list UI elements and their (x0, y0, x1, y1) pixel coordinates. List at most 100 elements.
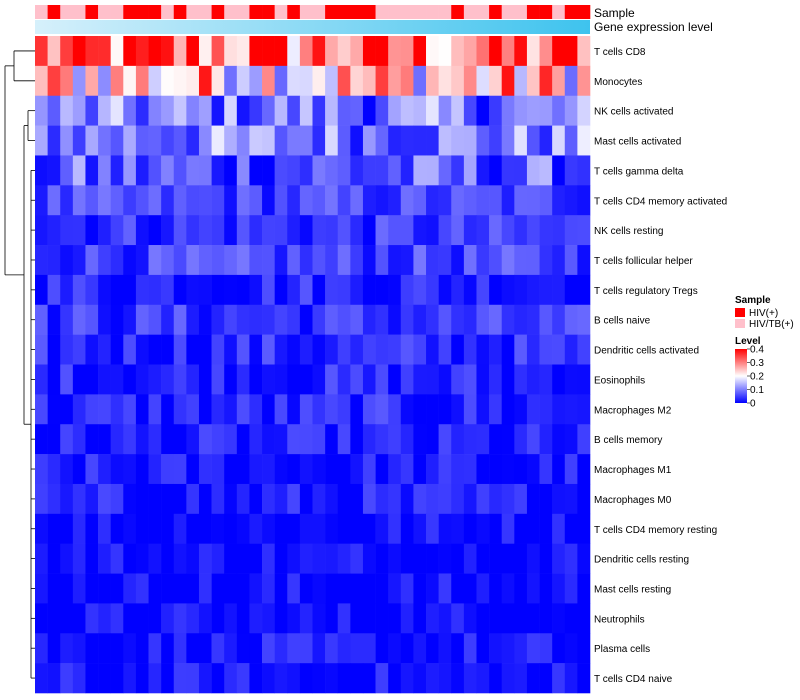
heatmap-cell (60, 424, 74, 455)
heatmap-cell (299, 274, 313, 306)
heatmap-cell (287, 215, 301, 246)
heatmap-cell (514, 663, 528, 694)
heatmap-cell (236, 274, 250, 306)
heatmap-cell (463, 185, 477, 216)
heatmap-cell (110, 65, 124, 97)
heatmap-cell (110, 483, 124, 515)
heatmap-cell (438, 513, 452, 544)
heatmap-cell (98, 633, 111, 664)
heatmap-cell (489, 424, 503, 455)
heatmap-cell (388, 394, 402, 425)
heatmap-cell (262, 245, 275, 276)
heatmap-cell (211, 185, 225, 216)
heatmap-cell (388, 513, 402, 544)
heatmap-cell (274, 394, 288, 425)
heatmap-cell (72, 603, 86, 634)
heatmap-cell (489, 603, 503, 634)
heatmap-cell (337, 65, 351, 97)
heatmap-cell (110, 543, 124, 574)
heatmap-cell (451, 36, 465, 67)
heatmap-cell (148, 215, 162, 246)
heatmap-cell (98, 245, 111, 276)
heatmap-cell (60, 155, 74, 186)
heatmap-cell (161, 483, 175, 515)
heatmap-cell (186, 603, 200, 634)
heatmap-cell (236, 36, 250, 67)
heatmap-cell (400, 394, 414, 425)
heatmap-cell (476, 573, 490, 604)
heatmap-cell (299, 454, 313, 485)
heatmap-cell (312, 633, 326, 664)
heatmap-cell (198, 364, 212, 395)
heatmap-cell (110, 36, 124, 67)
heatmap-cell (123, 125, 137, 156)
heatmap-cell (299, 603, 313, 634)
heatmap-cell (299, 65, 313, 97)
heatmap-cell (211, 424, 225, 455)
heatmap-cell (35, 364, 48, 395)
heatmap-cell (526, 36, 540, 67)
heatmap-cell (526, 125, 540, 156)
heatmap-cell (123, 215, 137, 246)
row-dendrogram (4, 50, 35, 679)
heatmap-cell (325, 633, 339, 664)
heatmap-cell (135, 543, 149, 574)
heatmap-cell (98, 364, 111, 395)
heatmap-cell (123, 274, 137, 306)
heatmap-cell (98, 215, 111, 246)
heatmap-cell (148, 543, 162, 574)
heatmap-cell (451, 603, 465, 634)
heatmap-cell (72, 125, 86, 156)
heatmap-cell (489, 663, 503, 694)
legend-tick-label: 0.1 (750, 385, 764, 396)
heatmap-cell (98, 573, 111, 604)
heatmap-cell (564, 334, 578, 365)
heatmap-cell (35, 573, 48, 604)
heatmap-cell (85, 424, 99, 455)
heatmap-cell (426, 334, 439, 365)
heatmap-cell (552, 125, 566, 156)
heatmap-cell (173, 125, 187, 156)
heatmap-cell (287, 513, 301, 544)
heatmap-cell (350, 603, 364, 634)
heatmap-cell (47, 633, 61, 664)
heatmap-cell (85, 245, 99, 276)
heatmap-cell (224, 125, 238, 156)
heatmap-cell (35, 603, 48, 634)
heatmap-cell (438, 334, 452, 365)
heatmap-cell (47, 185, 61, 216)
legend-swatch-hiv-tb (735, 319, 745, 328)
heatmap-cell (564, 633, 578, 664)
heatmap-cell (312, 394, 326, 425)
heatmap-cell (501, 663, 515, 694)
heatmap-cell (375, 513, 389, 544)
heatmap-cell (325, 95, 339, 126)
heatmap-cell (539, 274, 553, 306)
heatmap-cell (438, 95, 452, 126)
heatmap-cell (438, 245, 452, 276)
heatmap-cell (438, 633, 452, 664)
heatmap-cell (161, 185, 175, 216)
row-label: T cells CD8 (594, 47, 646, 58)
heatmap-cell (514, 364, 528, 395)
heatmap-cell (249, 573, 263, 604)
heatmap-cell (489, 364, 503, 395)
heatmap-cell (60, 513, 74, 544)
heatmap-cell (198, 36, 212, 67)
heatmap-cell (514, 215, 528, 246)
heatmap-cell (362, 633, 376, 664)
heatmap-cell (400, 483, 414, 515)
heatmap-cell (135, 185, 149, 216)
heatmap-cell (388, 603, 402, 634)
heatmap-cell (501, 543, 515, 574)
heatmap-cell (135, 663, 149, 694)
heatmap-cell (173, 155, 187, 186)
heatmap-cell (325, 304, 339, 335)
heatmap-cell (337, 36, 351, 67)
heatmap-cell (337, 543, 351, 574)
heatmap-cell (312, 454, 326, 485)
heatmap-cell (211, 155, 225, 186)
heatmap-cell (35, 424, 48, 455)
heatmap-cell (148, 95, 162, 126)
heatmap-cell (161, 155, 175, 186)
